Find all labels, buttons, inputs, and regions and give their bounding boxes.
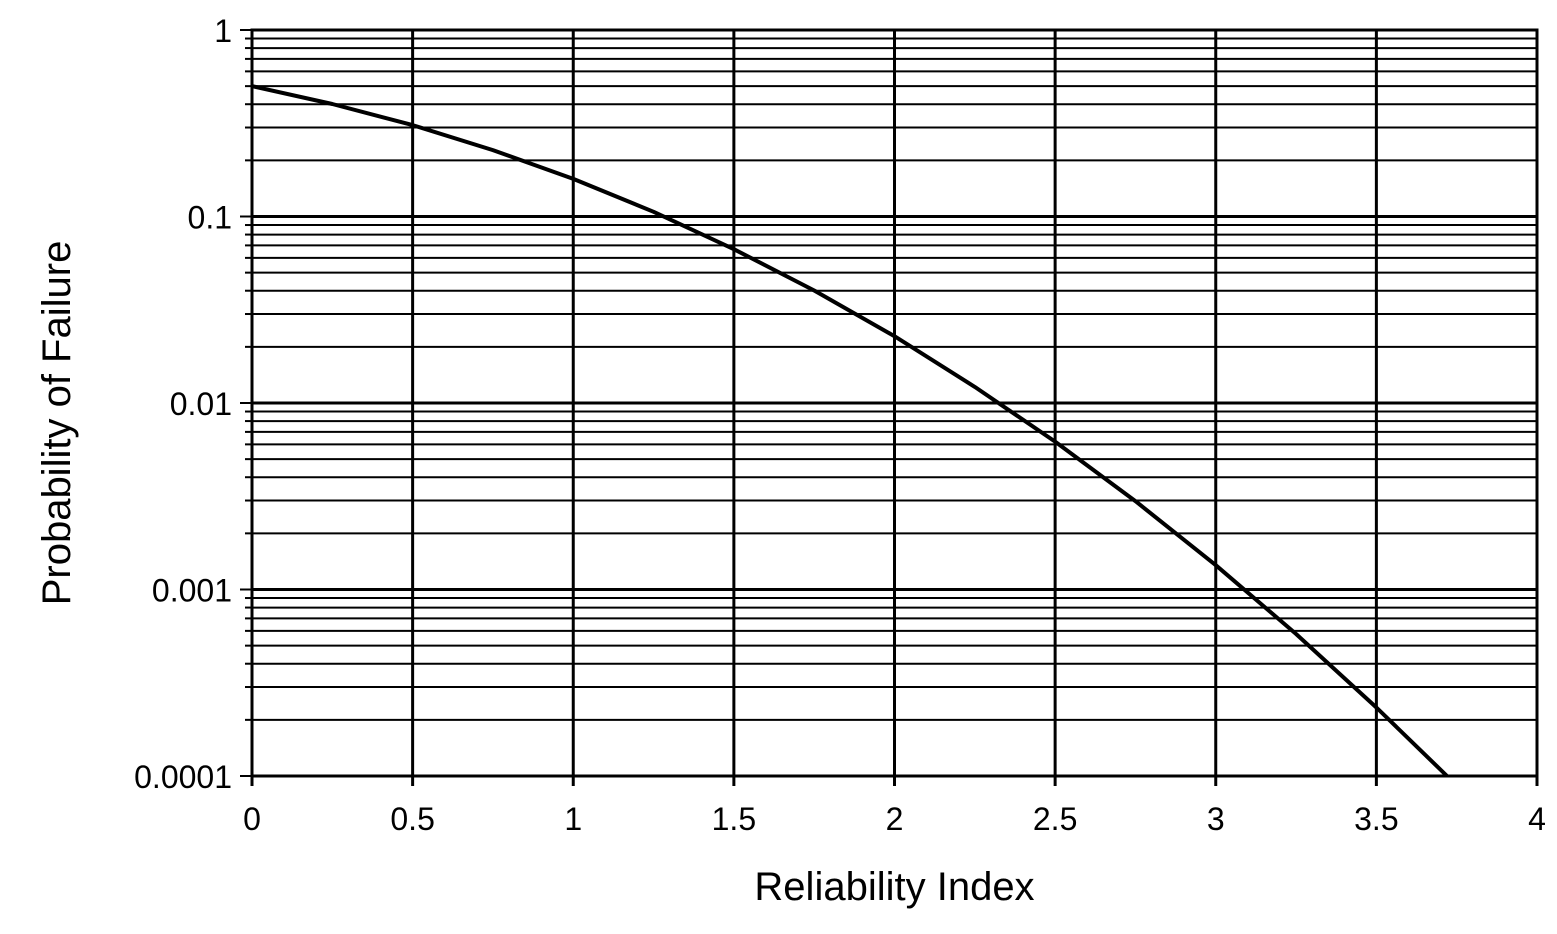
grid (250, 30, 1539, 778)
y-axis-title: Probability of Failure (35, 241, 79, 606)
x-tick-label: 2.5 (1033, 801, 1077, 837)
y-tick-labels: 0.0001 0.001 0.01 0.1 1 (134, 13, 232, 795)
x-tick-label: 1 (564, 801, 582, 837)
x-tick-label: 3.5 (1354, 801, 1398, 837)
x-tick-labels: 0 0.5 1 1.5 2 2.5 3 3.5 4 (243, 801, 1546, 837)
series-layer (251, 84, 1449, 778)
series-line (251, 84, 1449, 778)
x-tick-label: 0.5 (390, 801, 434, 837)
x-tick-label: 1.5 (712, 801, 756, 837)
y-tick-label: 0.001 (152, 573, 232, 609)
x-tick-label: 3 (1207, 801, 1225, 837)
x-tick-label: 4 (1528, 801, 1546, 837)
y-tick-label: 0.1 (188, 200, 232, 236)
axis-ticks (240, 29, 1539, 786)
y-tick-label: 0.01 (170, 386, 232, 422)
x-tick-label: 2 (886, 801, 904, 837)
y-tick-label: 1 (214, 13, 232, 49)
y-tick-label: 0.0001 (134, 759, 232, 795)
x-tick-label: 0 (243, 801, 261, 837)
x-axis-title: Reliability Index (754, 865, 1034, 909)
